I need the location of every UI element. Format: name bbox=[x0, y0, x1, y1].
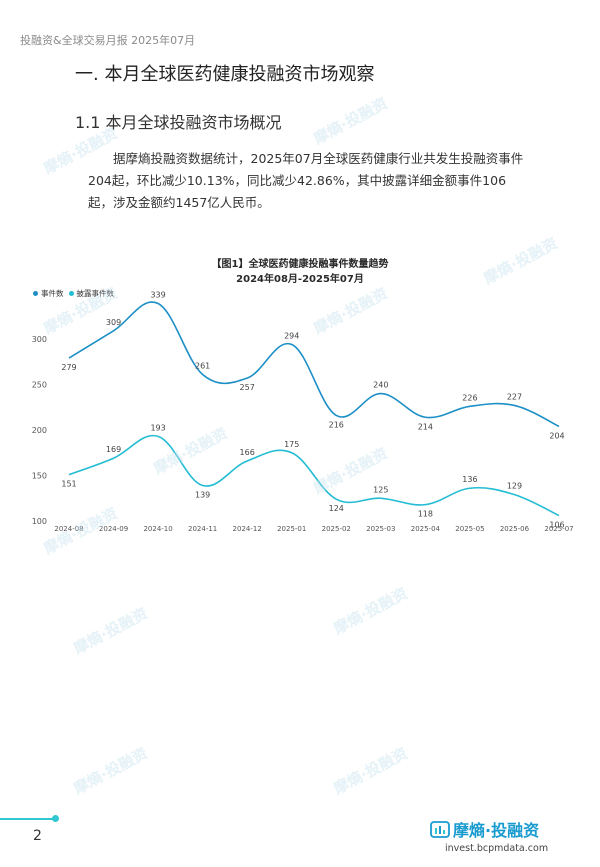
chart-subtitle: 2024年08月-2025年07月 bbox=[236, 274, 364, 285]
data-label: 129 bbox=[507, 482, 522, 491]
legend-item-events: 事件数 bbox=[33, 288, 64, 299]
data-label: 166 bbox=[240, 448, 255, 457]
footer-accent-dot bbox=[52, 815, 59, 822]
watermark-text: 摩熵·投融资 bbox=[310, 94, 391, 148]
x-tick-label: 2025-05 bbox=[455, 525, 484, 533]
data-label: 136 bbox=[462, 475, 477, 484]
y-tick-label: 250 bbox=[32, 381, 47, 390]
data-label: 257 bbox=[240, 383, 255, 392]
logo-icon bbox=[430, 821, 450, 838]
data-label: 279 bbox=[61, 363, 76, 372]
legend-dot-icon bbox=[33, 291, 38, 296]
data-label: 169 bbox=[106, 445, 121, 454]
data-label: 294 bbox=[284, 331, 299, 340]
x-tick-label: 2024-11 bbox=[188, 525, 217, 533]
data-label: 216 bbox=[329, 420, 344, 429]
chart-title: 【图1】全球医药健康投融事件数量趋势 bbox=[211, 259, 389, 270]
data-label: 124 bbox=[329, 504, 344, 513]
data-label: 151 bbox=[61, 480, 76, 489]
y-tick-label: 100 bbox=[32, 517, 47, 526]
legend-dot-icon bbox=[68, 291, 74, 296]
section-subtitle: 1.1 本月全球投融资市场概况 bbox=[75, 113, 282, 132]
footer-accent-line bbox=[0, 818, 55, 820]
y-tick-label: 150 bbox=[32, 472, 47, 481]
watermark-text: 摩熵·投融资 bbox=[330, 744, 411, 798]
legend-item-disclosed: 披露事件数 bbox=[68, 288, 115, 299]
data-label: 193 bbox=[150, 423, 165, 432]
page-number: 2 bbox=[33, 828, 42, 844]
series-line-disclosed bbox=[68, 434, 560, 517]
legend-label-disclosed: 披露事件数 bbox=[76, 289, 115, 298]
x-tick-label: 2025-03 bbox=[366, 525, 395, 533]
data-label: 227 bbox=[507, 392, 522, 401]
x-tick-label: 2024-10 bbox=[143, 525, 172, 533]
data-label: 139 bbox=[195, 491, 210, 500]
x-tick-label: 2025-02 bbox=[322, 525, 351, 533]
legend-label-events: 事件数 bbox=[41, 289, 64, 298]
data-label: 339 bbox=[150, 291, 165, 300]
data-label: 125 bbox=[373, 485, 388, 494]
y-tick-label: 200 bbox=[32, 426, 47, 435]
watermark-text: 摩熵·投融资 bbox=[70, 744, 151, 798]
x-tick-label: 2025-01 bbox=[277, 525, 306, 533]
watermark-text: 摩熵·投融资 bbox=[330, 584, 411, 638]
watermark-text: 摩熵·投融资 bbox=[70, 604, 151, 658]
x-tick-label: 2024-08 bbox=[54, 525, 83, 533]
x-tick-label: 2025-06 bbox=[500, 525, 530, 533]
data-label: 309 bbox=[106, 318, 121, 327]
data-label: 118 bbox=[418, 510, 433, 519]
data-label: 226 bbox=[462, 393, 477, 402]
footer-logo: 摩熵·投融资 bbox=[430, 817, 539, 841]
data-label: 261 bbox=[195, 361, 210, 370]
report-header: 投融资&全球交易月报 2025年07月 bbox=[20, 34, 196, 47]
line-chart: 100 150 200 250 300 2024-08 2024-09 2024-10 2024… bbox=[32, 291, 574, 533]
data-label: 214 bbox=[418, 422, 433, 431]
logo-text: 摩熵·投融资 bbox=[453, 821, 540, 840]
section-title: 一. 本月全球医药健康投融资市场观察 bbox=[75, 64, 375, 85]
series-line-events bbox=[68, 301, 560, 428]
footer-url: invest.bcpmdata.com bbox=[445, 843, 549, 854]
y-tick-label: 300 bbox=[32, 335, 47, 344]
chart-legend: 事件数 披露事件数 bbox=[33, 288, 119, 299]
x-tick-label: 2025-04 bbox=[411, 525, 441, 533]
data-label: 106 bbox=[549, 521, 564, 530]
summary-paragraph: 据摩熵投融资数据统计，2025年07月全球医药健康行业共发生投融资事件204起，… bbox=[88, 151, 524, 210]
x-tick-label: 2025-07 bbox=[544, 525, 573, 533]
x-tick-label: 2024-09 bbox=[99, 525, 128, 533]
data-label: 175 bbox=[284, 440, 299, 449]
x-tick-label: 2024-12 bbox=[233, 525, 262, 533]
data-label: 204 bbox=[549, 431, 564, 440]
data-label: 240 bbox=[373, 381, 388, 390]
